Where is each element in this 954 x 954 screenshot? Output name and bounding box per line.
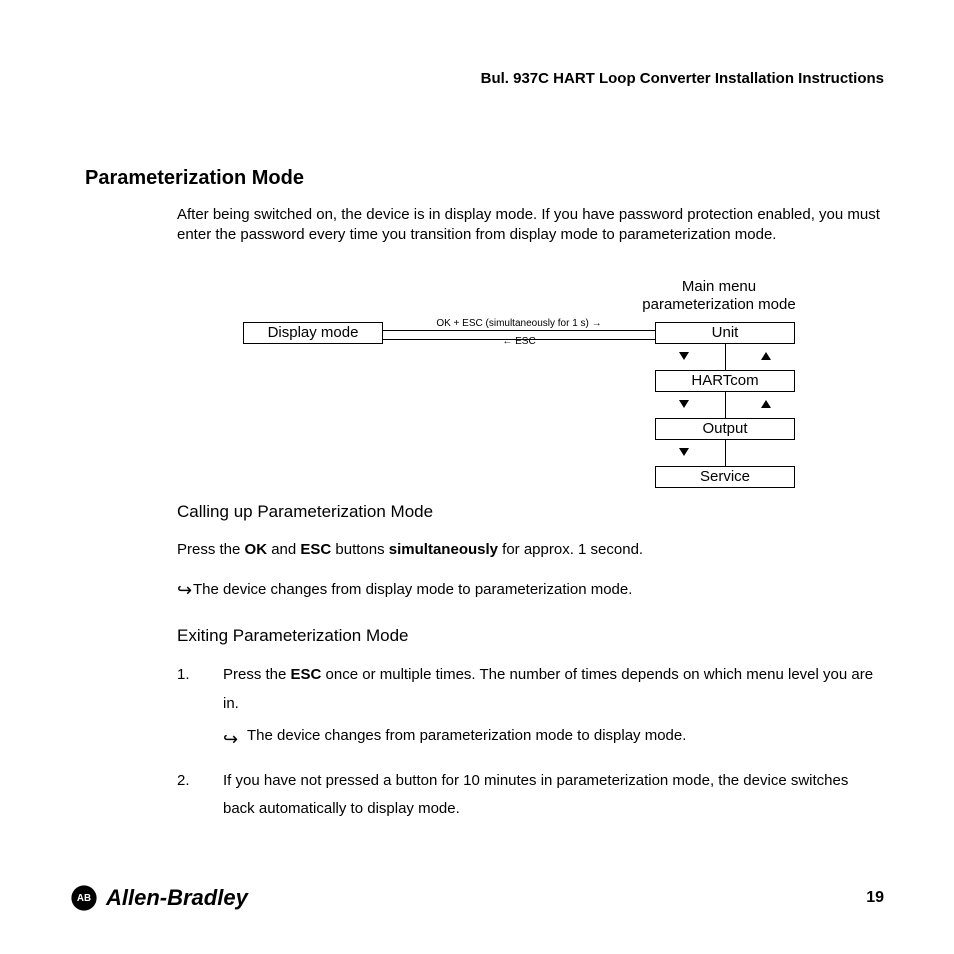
bold-esc: ESC xyxy=(300,541,331,558)
step-2: If you have not pressed a button for 10 … xyxy=(177,767,884,824)
bold-simultaneously: simultaneously xyxy=(389,541,498,558)
node-display-mode: Display mode xyxy=(243,322,383,344)
result-arrow-icon: ↪ xyxy=(177,577,193,604)
section-title: Parameterization Mode xyxy=(85,167,884,190)
text: Press the xyxy=(177,541,245,558)
text: once or multiple times. The number of ti… xyxy=(223,666,873,712)
result-arrow-icon: ↪ xyxy=(223,722,239,756)
node-unit: Unit xyxy=(655,322,795,344)
subsection-exiting: Exiting Parameterization Mode xyxy=(177,626,884,646)
subsection-calling-up: Calling up Parameterization Mode xyxy=(177,502,884,522)
exiting-steps-list: Press the ESC once or multiple times. Th… xyxy=(177,661,884,824)
text: buttons xyxy=(331,541,389,558)
connector-label-bottom: ← ESC xyxy=(383,336,655,347)
result-text: The device changes from display mode to … xyxy=(193,581,632,598)
down-arrow-icon xyxy=(679,400,689,408)
text: for approx. 1 second. xyxy=(498,541,643,558)
result-text: The device changes from parameterization… xyxy=(247,727,686,744)
connector-label-top: OK + ESC (simultaneously for 1 s) → xyxy=(383,318,655,329)
vconnector-3 xyxy=(655,440,795,466)
menu-title-line2: parameterization mode xyxy=(642,296,795,313)
allen-bradley-logo-icon: AB xyxy=(70,884,98,912)
svg-text:AB: AB xyxy=(77,893,91,904)
calling-up-result: ↪The device changes from display mode to… xyxy=(177,577,884,604)
vconnector-1 xyxy=(655,344,795,370)
up-arrow-icon xyxy=(761,352,771,360)
bold-esc: ESC xyxy=(291,666,322,683)
text: and xyxy=(267,541,300,558)
intro-paragraph: After being switched on, the device is i… xyxy=(177,205,884,246)
node-service: Service xyxy=(655,466,795,488)
node-hartcom: HARTcom xyxy=(655,370,795,392)
down-arrow-icon xyxy=(679,448,689,456)
page-number: 19 xyxy=(866,889,884,907)
node-output: Output xyxy=(655,418,795,440)
brand-name: Allen-Bradley xyxy=(106,885,248,911)
vconnector-2 xyxy=(655,392,795,418)
menu-title-line1: Main menu xyxy=(682,278,756,295)
bold-ok: OK xyxy=(245,541,268,558)
document-header: Bul. 937C HART Loop Converter Installati… xyxy=(85,70,884,87)
step-1-result: ↪The device changes from parameterizatio… xyxy=(223,722,884,751)
calling-up-instruction: Press the OK and ESC buttons simultaneou… xyxy=(177,537,884,563)
diagram-menu-title: Main menu parameterization mode xyxy=(629,278,809,314)
menu-diagram: Main menu parameterization mode Display … xyxy=(177,278,884,478)
text: Press the xyxy=(223,666,291,683)
up-arrow-icon xyxy=(761,400,771,408)
text: If you have not pressed a button for 10 … xyxy=(223,772,848,818)
page-footer: AB Allen-Bradley 19 xyxy=(70,884,884,912)
step-1: Press the ESC once or multiple times. Th… xyxy=(177,661,884,751)
brand-block: AB Allen-Bradley xyxy=(70,884,248,912)
down-arrow-icon xyxy=(679,352,689,360)
